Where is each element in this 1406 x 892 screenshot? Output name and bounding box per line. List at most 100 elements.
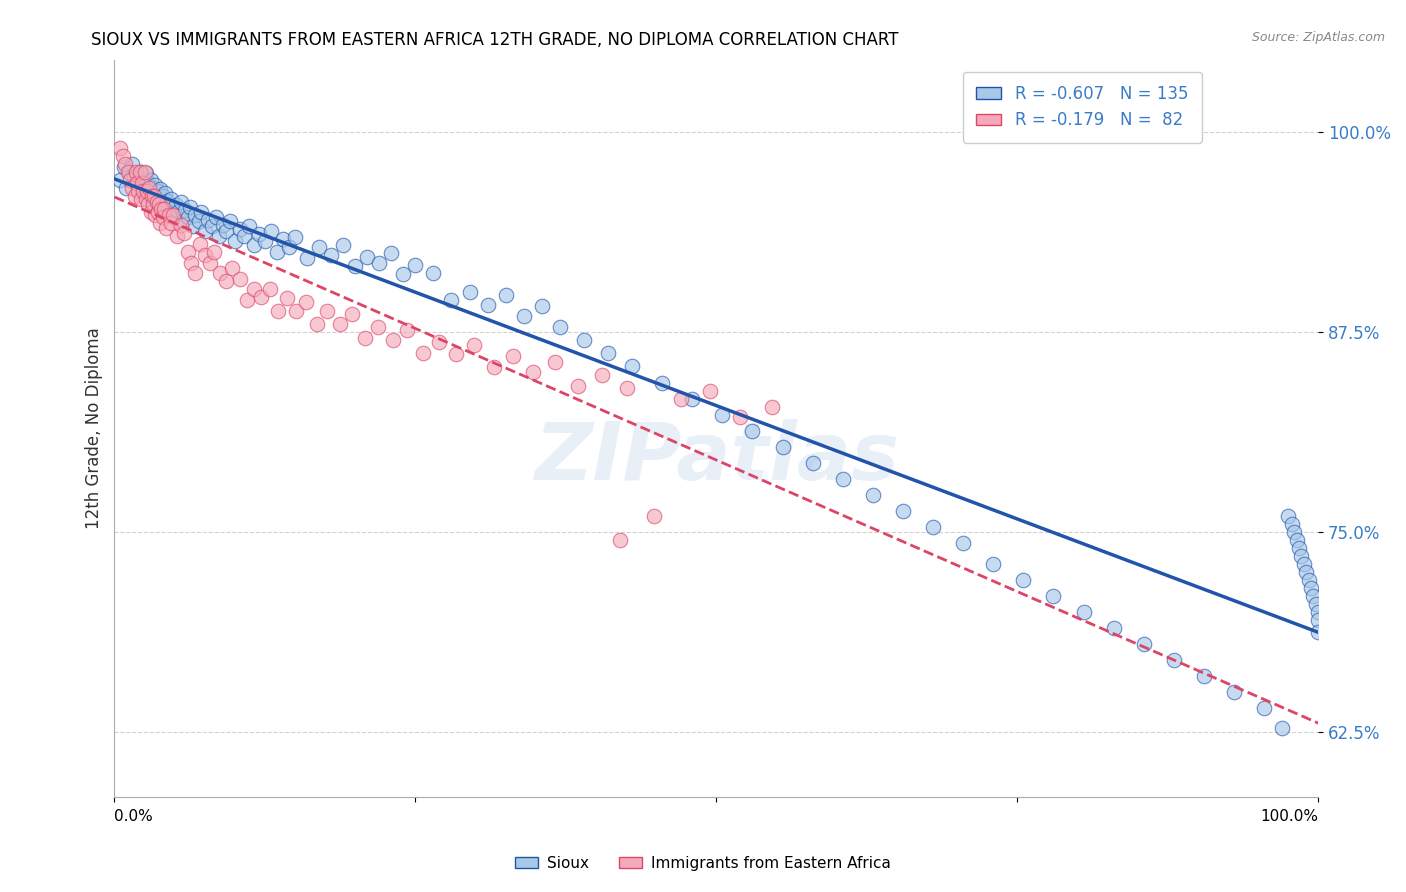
Point	[118, 165, 141, 179]
Point	[150, 202, 173, 216]
Point	[162, 208, 184, 222]
Point	[548, 320, 571, 334]
Point	[139, 204, 162, 219]
Point	[458, 285, 481, 299]
Point	[187, 214, 209, 228]
Point	[1277, 509, 1299, 524]
Point	[152, 210, 174, 224]
Point	[591, 368, 613, 383]
Point	[276, 291, 298, 305]
Point	[131, 184, 153, 198]
Point	[131, 176, 153, 190]
Point	[530, 299, 553, 313]
Point	[730, 409, 752, 424]
Point	[482, 360, 505, 375]
Point	[127, 168, 149, 182]
Point	[308, 240, 330, 254]
Point	[219, 214, 242, 228]
Legend: Sioux, Immigrants from Eastern Africa: Sioux, Immigrants from Eastern Africa	[509, 850, 897, 877]
Point	[181, 219, 204, 234]
Point	[711, 409, 734, 423]
Point	[157, 208, 180, 222]
Point	[305, 317, 328, 331]
Point	[243, 238, 266, 252]
Point	[250, 290, 273, 304]
Point	[169, 195, 191, 210]
Point	[145, 195, 167, 210]
Point	[146, 204, 169, 219]
Point	[157, 200, 180, 214]
Point	[148, 192, 170, 206]
Point	[522, 365, 544, 379]
Point	[215, 274, 238, 288]
Point	[260, 224, 283, 238]
Point	[143, 188, 166, 202]
Point	[1223, 685, 1246, 699]
Point	[253, 234, 276, 248]
Point	[671, 392, 693, 407]
Point	[952, 536, 974, 550]
Point	[328, 317, 350, 331]
Point	[160, 192, 183, 206]
Point	[149, 216, 172, 230]
Point	[422, 266, 444, 280]
Point	[209, 266, 232, 280]
Point	[1281, 517, 1303, 532]
Point	[446, 347, 468, 361]
Point	[167, 204, 190, 219]
Point	[117, 165, 139, 179]
Point	[412, 345, 434, 359]
Point	[801, 456, 824, 470]
Point	[278, 240, 301, 254]
Point	[429, 334, 451, 349]
Point	[135, 192, 157, 206]
Point	[609, 533, 631, 548]
Point	[502, 349, 524, 363]
Point	[121, 180, 143, 194]
Point	[165, 198, 187, 212]
Point	[1308, 605, 1330, 619]
Point	[233, 228, 256, 243]
Point	[463, 338, 485, 352]
Point	[221, 260, 243, 275]
Point	[152, 188, 174, 202]
Point	[651, 376, 673, 391]
Point	[395, 323, 418, 337]
Point	[143, 178, 166, 192]
Point	[114, 157, 136, 171]
Point	[208, 228, 231, 243]
Point	[368, 256, 391, 270]
Point	[143, 188, 166, 202]
Point	[132, 184, 155, 198]
Point	[134, 178, 156, 192]
Point	[1295, 566, 1317, 580]
Point	[1298, 574, 1320, 588]
Point	[243, 282, 266, 296]
Point	[132, 174, 155, 188]
Point	[831, 472, 853, 486]
Point	[138, 180, 160, 194]
Point	[271, 232, 294, 246]
Point	[404, 258, 426, 272]
Point	[228, 222, 250, 236]
Point	[741, 424, 763, 438]
Point	[179, 200, 201, 214]
Point	[1282, 525, 1305, 540]
Point	[567, 379, 589, 393]
Point	[190, 204, 212, 219]
Point	[142, 180, 165, 194]
Point	[681, 392, 703, 407]
Point	[141, 192, 163, 206]
Point	[266, 244, 288, 259]
Point	[1102, 621, 1125, 635]
Point	[125, 176, 148, 190]
Point	[621, 359, 644, 373]
Point	[1288, 541, 1310, 556]
Point	[194, 248, 217, 262]
Point	[152, 202, 174, 216]
Point	[1299, 581, 1322, 595]
Point	[1292, 558, 1315, 572]
Point	[180, 256, 202, 270]
Point	[155, 220, 177, 235]
Point	[440, 293, 463, 307]
